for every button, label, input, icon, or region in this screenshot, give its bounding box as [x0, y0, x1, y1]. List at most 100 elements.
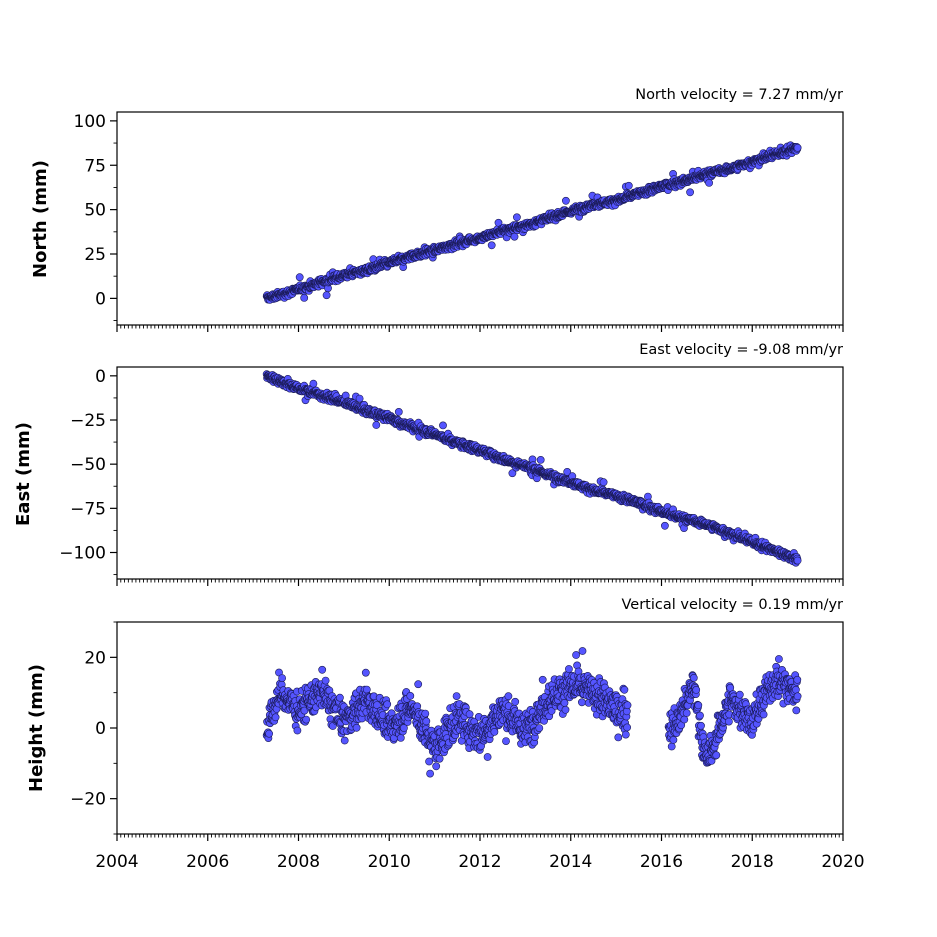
height-data-point [680, 715, 689, 724]
height-data-point [667, 742, 676, 751]
height-data-point [432, 762, 441, 771]
north-y-tick-label: 50 [84, 201, 106, 221]
height-data-point [422, 717, 431, 726]
north-data-point [295, 273, 304, 282]
height-data-point [340, 736, 349, 745]
height-data-point [561, 705, 570, 714]
north-data-point [487, 241, 496, 250]
height-data-point [490, 728, 499, 736]
north-data-point [562, 196, 570, 205]
east-data-point [661, 521, 669, 530]
height-data-point [465, 710, 474, 719]
height-data-point [689, 674, 698, 682]
north-data-points [262, 141, 802, 304]
height-data-point [318, 665, 327, 674]
east-y-tick-label: −25 [70, 411, 106, 431]
north-y-tick-label: 100 [74, 112, 106, 132]
height-data-point [735, 690, 744, 699]
east-data-point [372, 421, 381, 429]
height-data-point [265, 729, 273, 738]
height-data-point [694, 701, 703, 710]
height-data-point [682, 709, 691, 717]
north-velocity-title: North velocity = 7.27 mm/yr [635, 87, 843, 103]
height-y-axis-label: Height (mm) [26, 664, 47, 792]
height-data-point [793, 675, 802, 684]
north-y-tick-label: 25 [84, 245, 106, 265]
height-data-point [793, 692, 802, 701]
height-data-point [302, 715, 311, 724]
east-y-tick-label: −50 [70, 455, 106, 475]
height-data-point [361, 668, 370, 677]
north-panel: North velocity = 7.27 mm/yr North (mm) 0… [30, 87, 844, 332]
height-data-point [383, 700, 392, 709]
east-y-tick-label: −75 [70, 499, 106, 519]
north-data-point [510, 232, 519, 241]
height-data-point [335, 693, 344, 702]
height-data-point [483, 753, 492, 761]
height-data-point [565, 665, 573, 673]
height-data-point [511, 697, 520, 706]
east-y-axis-label: East (mm) [13, 422, 34, 526]
north-data-point [300, 293, 309, 302]
north-data-point [322, 291, 331, 300]
height-data-point [725, 717, 733, 726]
east-y-tick-label: 0 [95, 367, 106, 387]
east-data-point [394, 407, 403, 416]
north-data-point [793, 143, 802, 152]
height-data-point [414, 680, 423, 689]
height-data-point [396, 734, 405, 742]
height-data-point [502, 737, 510, 745]
east-data-point [439, 421, 447, 430]
height-data-point [293, 726, 302, 735]
height-data-point [504, 692, 513, 701]
height-data-point [425, 757, 433, 766]
north-data-point [705, 178, 713, 187]
height-data-point [452, 692, 461, 700]
height-data-point [560, 699, 569, 707]
north-y-tick-label: 75 [84, 156, 106, 176]
height-data-point [697, 721, 705, 730]
height-data-point [621, 730, 630, 739]
height-data-point [578, 698, 586, 707]
height-data-point [669, 736, 678, 744]
height-data-point [321, 676, 330, 685]
height-data-point [620, 685, 629, 694]
height-data-point [572, 651, 580, 659]
height-data-point [535, 724, 544, 732]
east-data-point [536, 455, 545, 464]
north-data-point [686, 188, 694, 197]
height-data-point [426, 769, 434, 778]
north-data-point [513, 213, 521, 222]
north-y-tick-label: 0 [95, 289, 106, 309]
height-data-point [421, 709, 430, 718]
east-velocity-title: East velocity = -9.08 mm/yr [639, 342, 843, 358]
east-data-point [355, 394, 364, 403]
height-data-point [792, 685, 800, 694]
height-data-point [712, 751, 721, 760]
height-data-point [614, 733, 623, 742]
height-data-point [406, 692, 415, 700]
height-data-point [578, 647, 587, 655]
height-data-point [278, 674, 286, 682]
height-data-point [759, 710, 768, 719]
east-data-point [793, 556, 802, 565]
east-data-point [599, 478, 608, 487]
height-data-point [623, 701, 632, 710]
height-data-point [692, 686, 701, 694]
height-data-point [538, 675, 547, 684]
vertical-velocity-title: Vertical velocity = 0.19 mm/yr [622, 597, 844, 613]
height-data-point [435, 754, 444, 763]
height-data-point [271, 713, 280, 722]
height-data-point [792, 706, 801, 715]
east-data-point [309, 379, 318, 388]
height-data-point [623, 723, 631, 732]
east-y-tick-label: −100 [59, 544, 106, 564]
north-y-axis-label: North (mm) [30, 160, 51, 278]
height-data-point [362, 685, 371, 694]
height-data-point [352, 723, 361, 732]
height-data-point [775, 655, 783, 663]
north-data-point [624, 181, 633, 190]
height-data-point [696, 711, 704, 720]
